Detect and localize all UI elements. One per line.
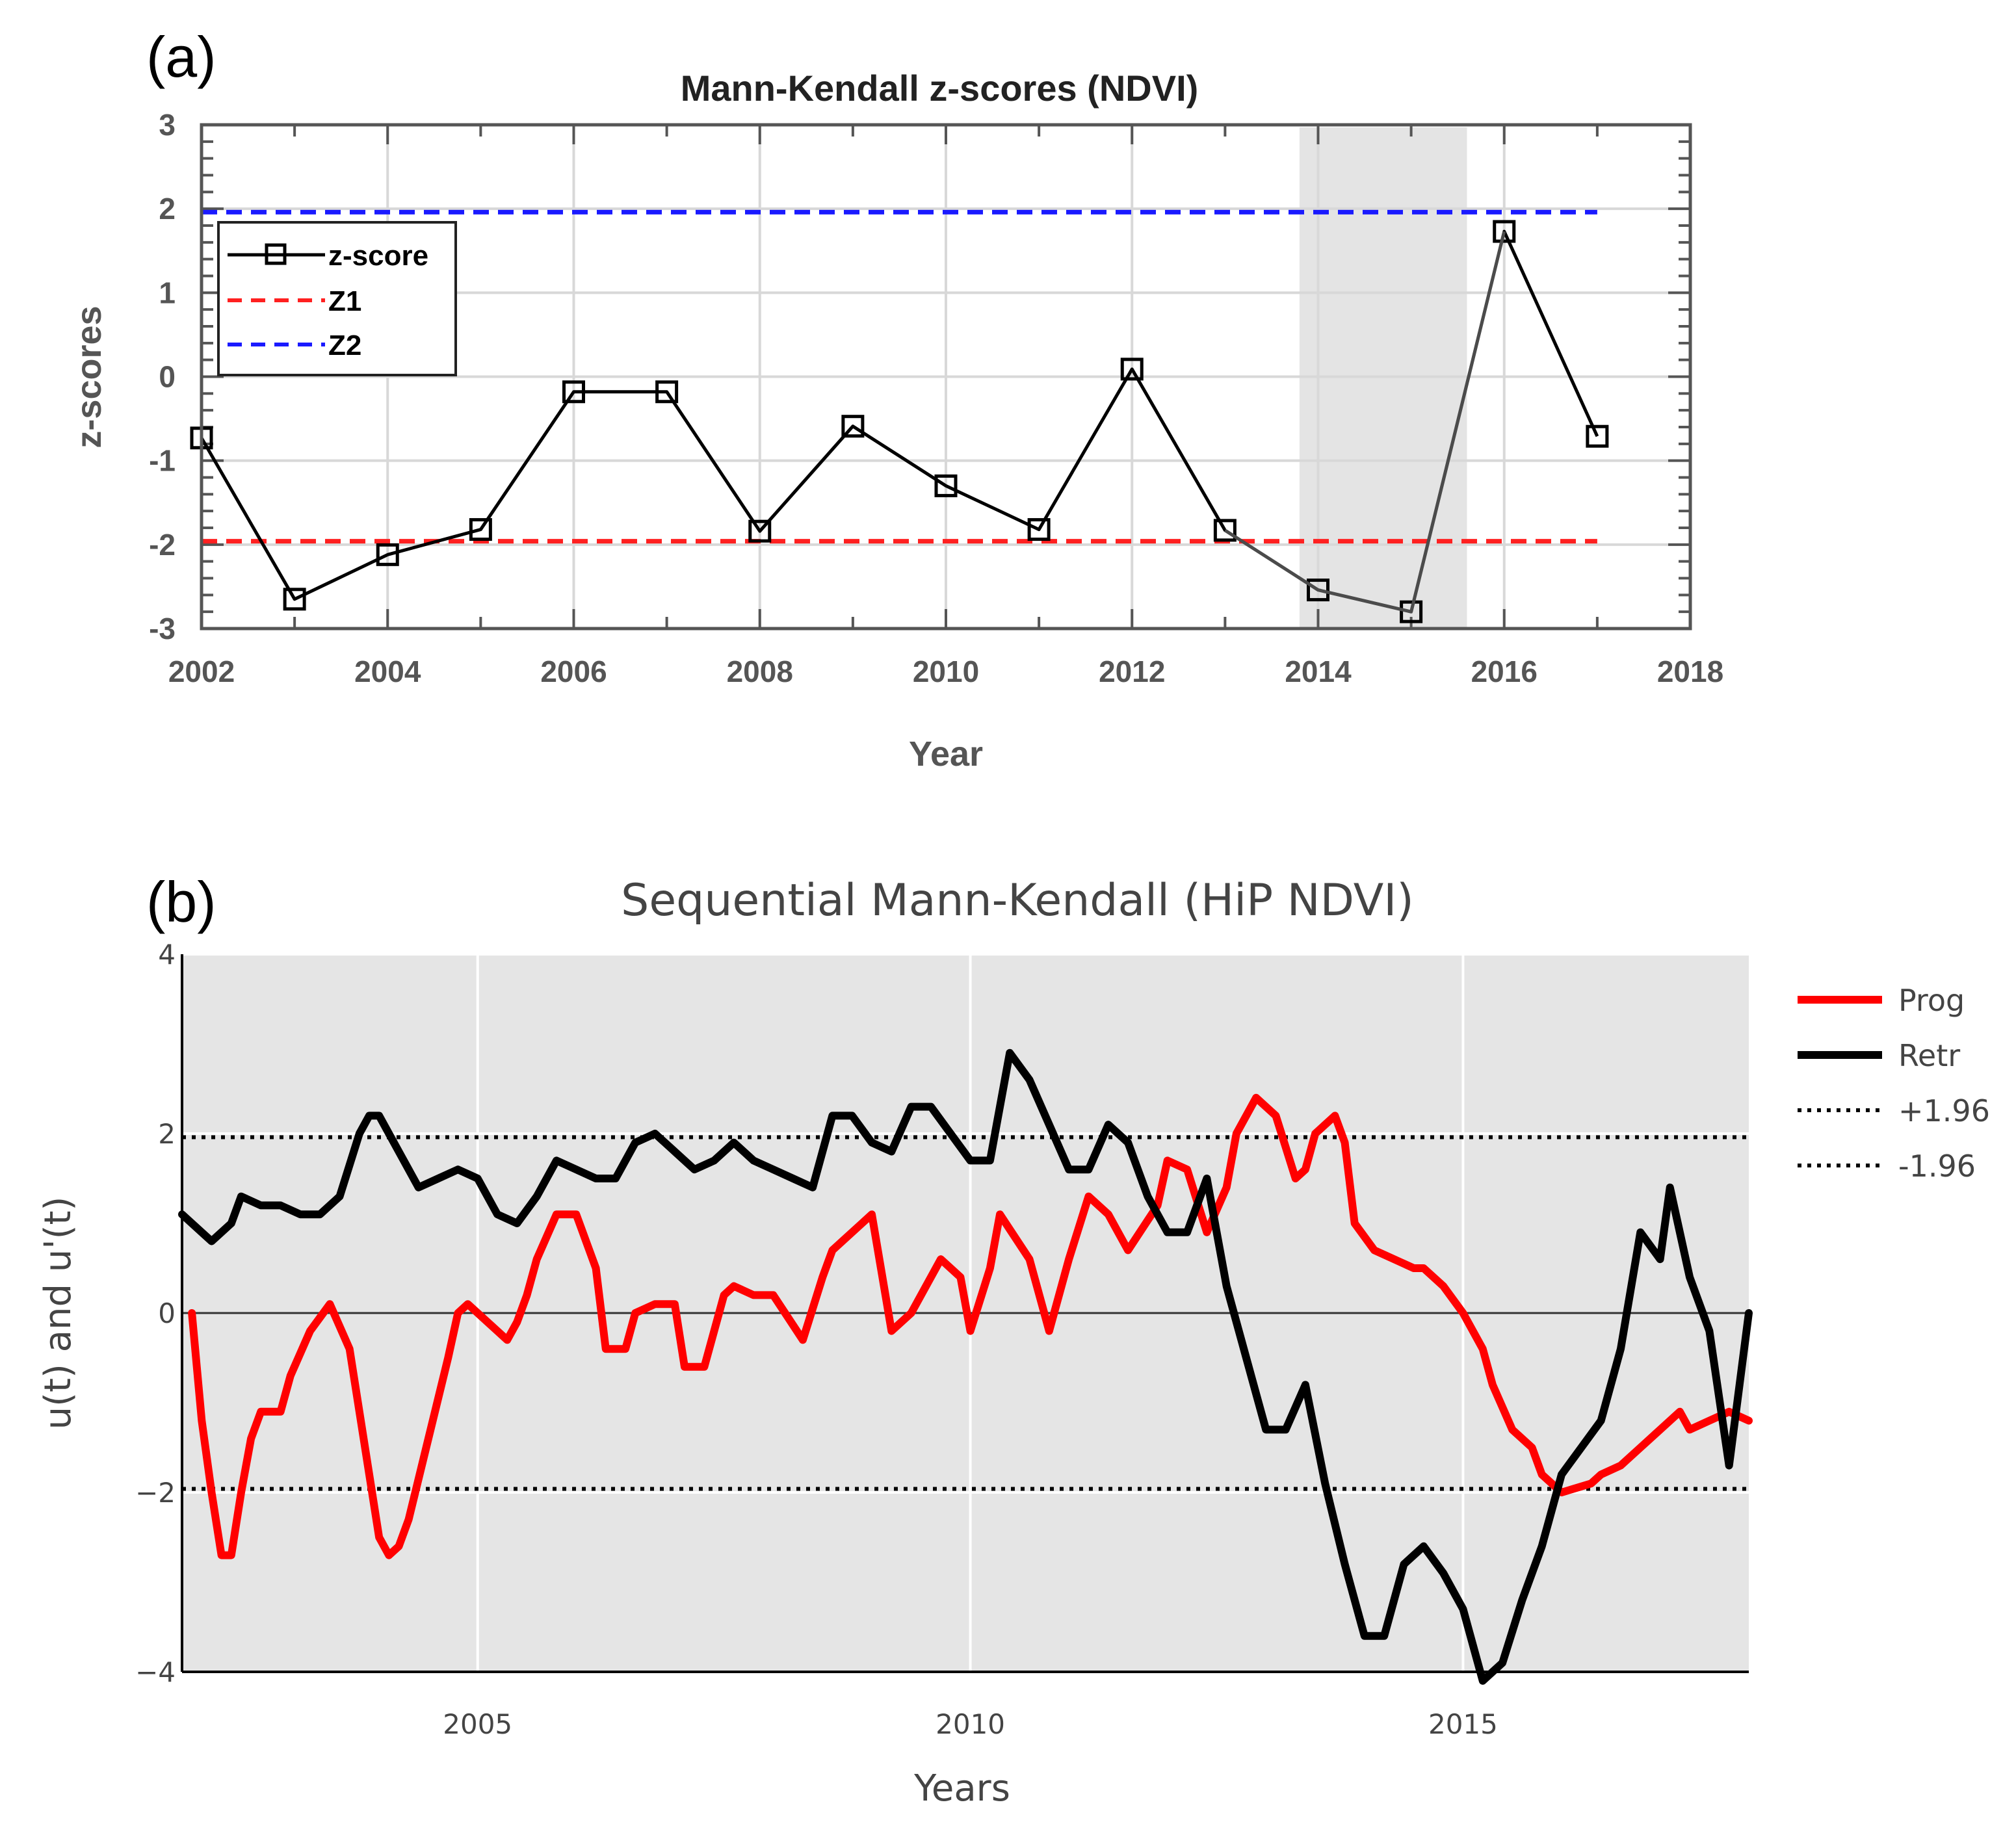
panel-b-series xyxy=(178,1048,1753,1685)
a-xtick-label-2006: 2006 xyxy=(540,655,607,688)
panel-b: (b) Sequential Mann-Kendall (HiP NDVI) 2… xyxy=(37,870,1990,1810)
a-xtick-label-2018: 2018 xyxy=(1657,655,1723,688)
b-ytick-label-4: 4 xyxy=(158,939,176,970)
b-ytick-label-2: 2 xyxy=(158,1118,176,1150)
a-ytick-label-3: -3 xyxy=(149,612,176,645)
b-series-line-prog xyxy=(188,1093,1753,1559)
panel-a-x-tick-labels: 2002 2004 2006 2008 2010 2012 2014 2016 2018 xyxy=(168,655,1723,688)
a-ytick-label-1: -1 xyxy=(149,444,176,478)
panel-a-series xyxy=(190,220,1609,623)
a-point-2016 xyxy=(1493,220,1516,243)
a-xtick-label-2012: 2012 xyxy=(1099,655,1165,688)
a-shaded-segment-overlay xyxy=(1224,231,1506,614)
a-ytick-label-2: -2 xyxy=(149,528,176,562)
a-point-2009 xyxy=(841,415,865,438)
legend-retr-label: Retr xyxy=(1898,1038,1960,1073)
a-xtick-label-2004: 2004 xyxy=(354,655,421,688)
panel-b-y-axis-label: u(t) and u'(t) xyxy=(37,1197,79,1430)
legend-zscore-marker xyxy=(265,243,287,265)
a-xtick-label-2002: 2002 xyxy=(168,655,235,688)
a-ytick-label-3: 3 xyxy=(159,108,176,142)
legend-zscore-label: z-score xyxy=(328,240,428,272)
panel-a-label: (a) xyxy=(146,25,216,89)
a-point-2005 xyxy=(469,518,492,541)
b-xtick-label-2015: 2015 xyxy=(1428,1708,1498,1740)
panel-b-x-axis-label: Years xyxy=(913,1767,1010,1810)
legend-z1-label: Z1 xyxy=(328,285,361,317)
b-xtick-label-2005: 2005 xyxy=(443,1708,512,1740)
a-point-2010 xyxy=(934,474,958,497)
a-xtick-label-2016: 2016 xyxy=(1471,655,1538,688)
panel-b-reference-lines xyxy=(182,1135,1749,1491)
a-point-2003 xyxy=(283,588,306,611)
a-point-2007 xyxy=(655,380,679,404)
a-xtick-label-2008: 2008 xyxy=(727,655,793,688)
b-ytick-label-0: 0 xyxy=(158,1297,176,1329)
panel-b-legend: Prog Retr +1.96 -1.96 xyxy=(1798,983,1990,1184)
a-point-2011 xyxy=(1027,518,1051,541)
legend-plus196-label: +1.96 xyxy=(1898,1093,1990,1128)
panel-a-y-axis-label: z-scores xyxy=(70,306,109,448)
panel-a-frame xyxy=(200,123,1692,631)
a-point-2015 xyxy=(1400,600,1423,623)
b-ytick-label-2: −2 xyxy=(135,1477,176,1509)
panel-a-title: Mann-Kendall z-scores (NDVI) xyxy=(681,68,1199,109)
a-point-2008 xyxy=(748,519,772,543)
a-ytick-label-1: 1 xyxy=(159,276,176,309)
legend-z2-label: Z2 xyxy=(328,330,361,361)
a-point-2017 xyxy=(1586,424,1609,448)
a-xtick-label-2014: 2014 xyxy=(1285,655,1352,688)
panel-b-y-tick-labels: 4 2 0 −2 −4 xyxy=(135,939,176,1688)
a-point-2013 xyxy=(1213,519,1237,542)
a-point-2012 xyxy=(1120,358,1144,381)
panel-b-x-tick-labels: 2005 2010 2015 xyxy=(443,1708,1498,1740)
b-ytick-label-4: −4 xyxy=(135,1656,176,1688)
b-series-line-retr xyxy=(178,1048,1753,1685)
a-ytick-label-2: 2 xyxy=(159,192,176,226)
a-point-2004 xyxy=(376,543,399,566)
a-ytick-label-0: 0 xyxy=(159,360,176,394)
legend-minus196-label: -1.96 xyxy=(1898,1149,1976,1184)
panel-a: (a) Mann-Kendall z-scores (NDVI) 2002 200… xyxy=(70,25,1723,774)
legend-prog-label: Prog xyxy=(1898,983,1965,1018)
panel-a-y-tick-labels: 3 2 1 0 -1 -2 -3 xyxy=(149,108,176,645)
panel-b-label: (b) xyxy=(146,870,216,934)
a-xtick-label-2010: 2010 xyxy=(913,655,979,688)
b-xtick-label-2010: 2010 xyxy=(936,1708,1005,1740)
panel-b-title: Sequential Mann-Kendall (HiP NDVI) xyxy=(621,875,1414,926)
panel-a-legend: z-score Z1 Z2 xyxy=(217,221,457,376)
panel-a-x-axis-label: Year xyxy=(909,735,983,774)
a-point-2006 xyxy=(562,380,585,404)
a-point-2014 xyxy=(1307,579,1329,602)
